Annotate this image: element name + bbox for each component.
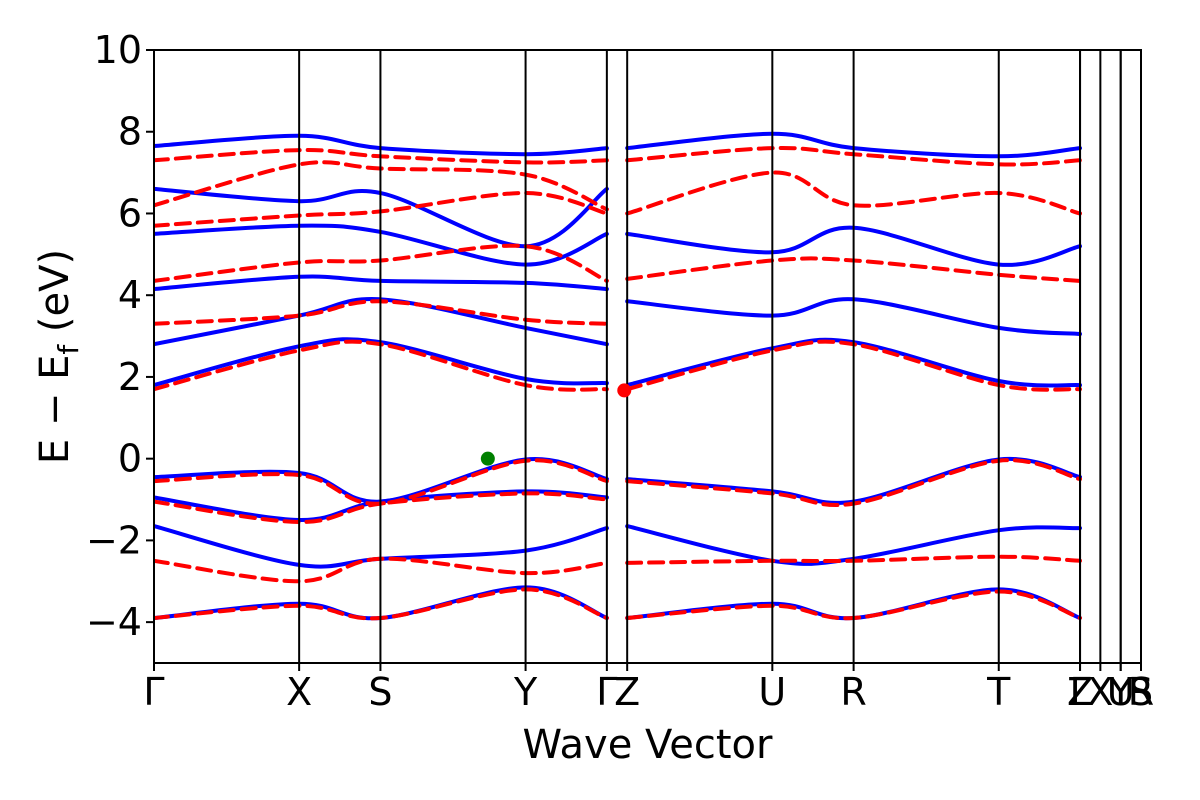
x-tick-label: S: [368, 670, 392, 714]
y-tick-label: −4: [86, 600, 142, 644]
y-axis-title: E − Ef (eV): [32, 249, 85, 464]
x-tick-label: Γ: [143, 670, 164, 714]
valence-band-maximum-marker: [480, 451, 495, 466]
y-tick-label: 6: [118, 191, 142, 235]
x-tick-label: Z: [1067, 670, 1093, 714]
x-axis-title: Wave Vector: [523, 722, 774, 768]
x-tick-label: R: [1128, 670, 1154, 714]
y-tick-label: 0: [118, 437, 142, 481]
y-tick-label: 4: [118, 273, 142, 317]
x-tick-label: S: [1129, 670, 1153, 714]
bands-group: [154, 131, 1082, 621]
x-tick-label: X: [1087, 670, 1113, 714]
x-tick-label: X: [286, 670, 312, 714]
plot-area: [154, 131, 1082, 621]
y-tick-label: 2: [118, 355, 142, 399]
plot-frame: [153, 49, 1142, 664]
x-tick-label: Z: [614, 670, 640, 714]
x-tick-label: U: [758, 670, 786, 714]
x-tick-label: Y: [513, 670, 538, 714]
y-tick-label: 8: [118, 110, 142, 154]
x-tick-label: Γ: [1069, 670, 1090, 714]
x-tick-label: T: [986, 670, 1011, 714]
conduction-band-minimum-marker: [617, 383, 632, 398]
x-tick-label: R: [840, 670, 866, 714]
y-tick-label: −2: [86, 518, 142, 562]
x-tick-label: U: [1107, 670, 1135, 714]
x-tick-label: Γ: [596, 670, 617, 714]
x-tick-label: Y: [1108, 670, 1133, 714]
y-tick-label: 10: [94, 28, 142, 72]
